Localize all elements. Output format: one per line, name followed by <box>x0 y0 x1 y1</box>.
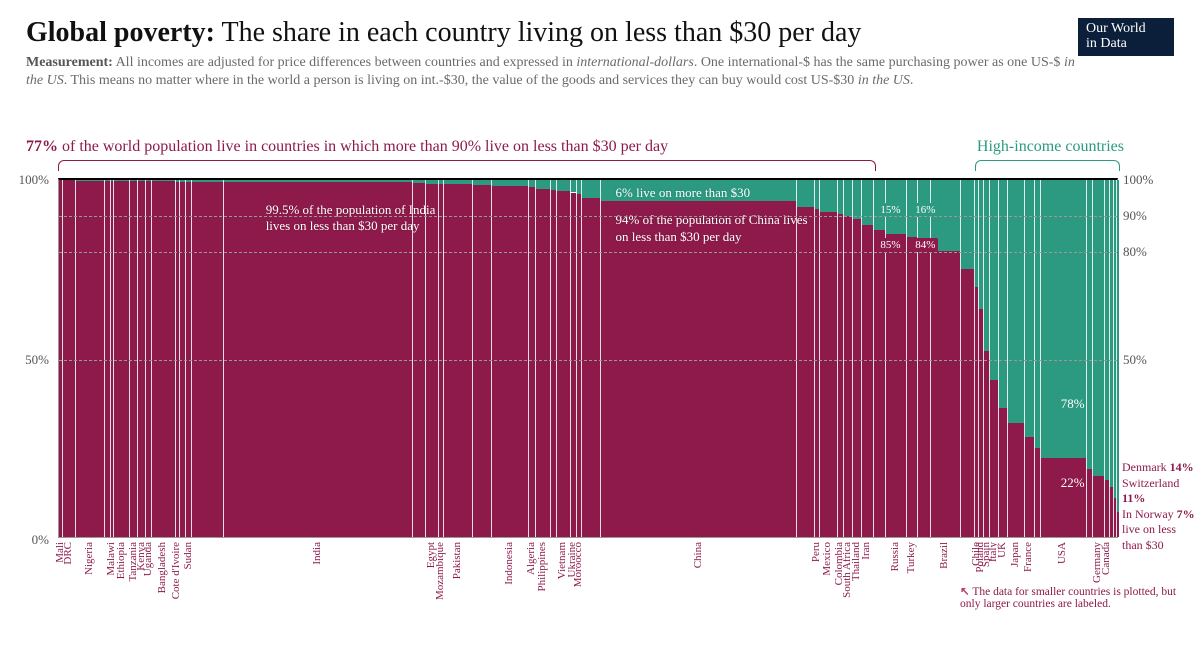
left-annotation-pct: 77% <box>26 138 58 155</box>
title-rest: The share in each country living on less… <box>215 17 861 48</box>
rightnote-line: Switzerland 11% <box>1122 476 1198 507</box>
y-tick-left: 50% <box>13 352 49 368</box>
left-bracket <box>58 160 876 171</box>
usa-badge: 78% <box>1061 396 1085 412</box>
x-label: Brazil <box>938 542 950 569</box>
country-bar <box>930 180 960 537</box>
y-tick-left: 0% <box>13 532 49 548</box>
y-tick-right: 50% <box>1117 352 1147 368</box>
x-label: China <box>692 542 704 568</box>
overlay-badge: 85% <box>877 238 903 252</box>
right-bracket <box>975 160 1120 171</box>
x-label: Philippines <box>536 542 548 592</box>
country-bar <box>114 180 130 537</box>
x-label: Canada <box>1100 542 1112 575</box>
country-bar <box>1093 180 1105 537</box>
left-annotation: 77% of the world population live in coun… <box>26 138 668 156</box>
x-label: Ethiopia <box>115 542 127 579</box>
country-bar <box>473 180 492 537</box>
country-bar <box>63 180 76 537</box>
x-label: Japan <box>1009 542 1021 567</box>
x-label: Russia <box>889 542 901 571</box>
country-bar <box>1008 180 1025 537</box>
x-label: Iran <box>860 542 872 560</box>
callout-china-top: 6% live on more than $30 <box>616 185 816 201</box>
country-bar <box>535 180 550 537</box>
country-bar <box>906 180 918 537</box>
logo-line1: Our World <box>1086 22 1166 37</box>
x-label: Sudan <box>182 542 194 570</box>
x-label: Nigeria <box>83 542 95 575</box>
x-axis-labels: MaliDRCNigeriaMalawiEthiopiaTanzaniaKeny… <box>58 542 1118 642</box>
footer-note-text: The data for smaller countries is plotte… <box>960 586 1176 610</box>
title-bold: Global poverty: <box>26 17 215 48</box>
country-bar <box>819 180 837 537</box>
y-tick-right: 80% <box>1117 244 1147 260</box>
country-bar <box>862 180 874 537</box>
rightmost-countries-note: Denmark 14%Switzerland 11%In Norway 7% l… <box>1122 460 1198 554</box>
country-bar <box>873 180 886 537</box>
country-bar <box>886 180 906 537</box>
x-label: India <box>311 542 323 565</box>
x-label: USA <box>1056 542 1068 564</box>
x-label: Uganda <box>142 542 154 576</box>
chart-title: Global poverty: The share in each countr… <box>26 18 861 49</box>
country-bar <box>75 180 104 537</box>
owid-logo: Our World in Data <box>1078 18 1174 56</box>
country-bar <box>582 180 601 537</box>
right-annotation: High-income countries <box>977 138 1124 156</box>
x-label: UK <box>996 542 1008 558</box>
logo-line2: in Data <box>1086 37 1166 52</box>
usa-badge: 22% <box>1061 475 1085 491</box>
arrow-icon: ↖ <box>960 586 970 598</box>
y-tick-right: 90% <box>1117 208 1147 224</box>
y-tick-right: 100% <box>1117 172 1153 188</box>
measurement-label: Measurement: <box>26 55 113 70</box>
x-label: Turkey <box>905 542 917 573</box>
footer-note: ↖ The data for smaller countries is plot… <box>960 584 1180 610</box>
y-tick-left: 100% <box>13 172 49 188</box>
bars-layer <box>59 180 1117 537</box>
measurement-text: All incomes are adjusted for price diffe… <box>26 55 1075 88</box>
chart-area: 99.5% of the population of India lives o… <box>28 178 1118 538</box>
x-label: Mozambique <box>434 542 446 600</box>
country-bar <box>152 180 175 537</box>
plot-area: 99.5% of the population of India lives o… <box>58 178 1118 538</box>
title-row: Global poverty: The share in each countr… <box>26 18 1174 56</box>
rightnote-line: Denmark 14% <box>1122 460 1198 476</box>
x-label: Cote d'Ivoire <box>170 542 182 599</box>
x-label: Mexico <box>821 542 833 576</box>
country-bar <box>492 180 529 537</box>
x-label: Bangladesh <box>156 542 168 593</box>
measurement-note: Measurement: All incomes are adjusted fo… <box>26 54 1086 90</box>
country-bar <box>960 180 975 537</box>
country-bar <box>556 180 570 537</box>
x-label: Indonesia <box>503 542 515 585</box>
x-label: Pakistan <box>451 542 463 579</box>
left-annotation-text: of the world population live in countrie… <box>58 138 668 155</box>
callout-india: 99.5% of the population of India lives o… <box>266 202 451 235</box>
x-label: France <box>1022 542 1034 572</box>
overlay-badge: 84% <box>912 238 938 252</box>
country-bar <box>918 180 931 537</box>
x-label: DRC <box>62 542 74 565</box>
rightnote-line: In Norway 7% live on less than $30 <box>1122 507 1198 554</box>
x-label: Moroocco <box>572 542 584 587</box>
country-bar <box>192 180 224 537</box>
page: Global poverty: The share in each countr… <box>0 0 1200 653</box>
callout-china: 94% of the population of China lives on … <box>616 212 816 245</box>
